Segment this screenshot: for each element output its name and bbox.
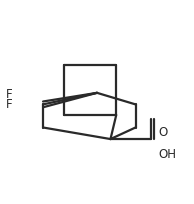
- Text: F: F: [6, 98, 12, 110]
- Text: O: O: [159, 125, 168, 138]
- Text: OH: OH: [159, 147, 177, 160]
- Text: F: F: [6, 88, 12, 101]
